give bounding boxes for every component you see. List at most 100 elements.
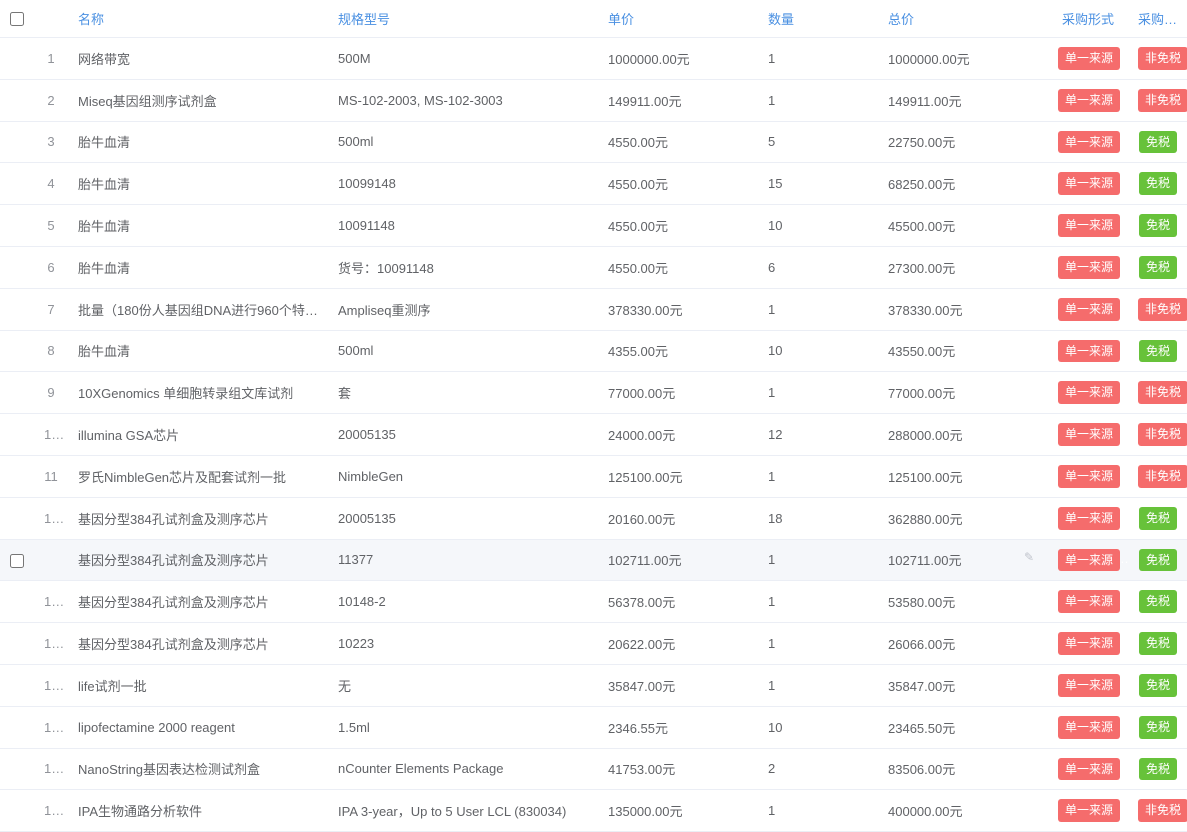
table-row[interactable]: 18NanoString基因表达检测试剂盒nCounter Elements P… <box>0 748 1187 790</box>
table-row[interactable]: 17lipofectamine 2000 reagent1.5ml2346.55… <box>0 706 1187 748</box>
table-row[interactable]: 2Miseq基因组测序试剂盒MS-102-2003, MS-102-300314… <box>0 79 1187 121</box>
cell-procurement-source: 非免税 <box>1128 79 1187 121</box>
cell-procurement-form: 单一来源 <box>1048 664 1128 706</box>
badge-exempt[interactable]: 免税 <box>1139 674 1177 697</box>
badge-single-source[interactable]: 单一来源 <box>1058 758 1120 781</box>
table-body: 1网络带宽500M1000000.00元11000000.00元单一来源非免税2… <box>0 38 1187 832</box>
row-index: 6 <box>34 246 68 288</box>
row-index: 9 <box>34 372 68 414</box>
table-row[interactable]: 16life试剂一批无35847.00元135847.00元单一来源免税 <box>0 664 1187 706</box>
row-checkbox-cell <box>0 330 34 372</box>
cell-procurement-form: 单一来源 <box>1048 497 1128 539</box>
table-row[interactable]: 4胎牛血清100991484550.00元1568250.00元单一来源免税 <box>0 163 1187 205</box>
row-checkbox-cell <box>0 38 34 80</box>
badge-single-source[interactable]: 单一来源 <box>1058 423 1120 446</box>
table-row[interactable]: 3胎牛血清500ml4550.00元522750.00元单一来源免税 <box>0 121 1187 163</box>
cell-spec: Ampliseq重测序 <box>328 288 598 330</box>
table-row[interactable]: 12基因分型384孔试剂盒及测序芯片2000513520160.00元18362… <box>0 497 1187 539</box>
badge-single-source[interactable]: 单一来源 <box>1058 172 1120 195</box>
cell-procurement-source: 免税 <box>1128 748 1187 790</box>
select-all-checkbox[interactable] <box>10 12 24 26</box>
badge-non-exempt[interactable]: 非免税 <box>1138 381 1187 404</box>
cell-price: 4550.00元 <box>598 246 758 288</box>
badge-exempt[interactable]: 免税 <box>1139 716 1177 739</box>
badge-single-source[interactable]: 单一来源 <box>1058 549 1120 572</box>
badge-single-source[interactable]: 单一来源 <box>1058 716 1120 739</box>
badge-exempt[interactable]: 免税 <box>1139 632 1177 655</box>
cell-name: 胎牛血清 <box>68 205 328 247</box>
table-row[interactable]: 15基因分型384孔试剂盒及测序芯片1022320622.00元126066.0… <box>0 623 1187 665</box>
badge-single-source[interactable]: 单一来源 <box>1058 89 1120 112</box>
cell-spec: 20005135 <box>328 497 598 539</box>
header-qty[interactable]: 数量 <box>758 0 878 38</box>
badge-single-source[interactable]: 单一来源 <box>1058 47 1120 70</box>
cell-qty: 10 <box>758 205 878 247</box>
cell-total: 53580.00元 <box>878 581 1048 623</box>
badge-single-source[interactable]: 单一来源 <box>1058 632 1120 655</box>
table-row[interactable]: 11罗氏NimbleGen芯片及配套试剂一批NimbleGen125100.00… <box>0 455 1187 497</box>
table-row[interactable]: 7批量（180份人基因组DNA进行960个特定...Ampliseq重测序378… <box>0 288 1187 330</box>
badge-single-source[interactable]: 单一来源 <box>1058 465 1120 488</box>
row-checkbox-cell <box>0 748 34 790</box>
cell-name: lipofectamine 2000 reagent <box>68 706 328 748</box>
badge-exempt[interactable]: 免税 <box>1139 549 1177 572</box>
badge-exempt[interactable]: 免税 <box>1139 172 1177 195</box>
header-total[interactable]: 总价 <box>878 0 1048 38</box>
table-row[interactable]: 910XGenomics 单细胞转录组文库试剂套77000.00元177000.… <box>0 372 1187 414</box>
table-row[interactable]: 基因分型384孔试剂盒及测序芯片11377102711.00元1102711.0… <box>0 539 1187 581</box>
badge-single-source[interactable]: 单一来源 <box>1058 381 1120 404</box>
header-form[interactable]: 采购形式 <box>1048 0 1128 38</box>
badge-single-source[interactable]: 单一来源 <box>1058 340 1120 363</box>
badge-single-source[interactable]: 单一来源 <box>1058 214 1120 237</box>
header-price[interactable]: 单价 <box>598 0 758 38</box>
badge-single-source[interactable]: 单一来源 <box>1058 507 1120 530</box>
cell-qty: 18 <box>758 497 878 539</box>
header-source[interactable]: 采购来源 <box>1128 0 1187 38</box>
badge-exempt[interactable]: 免税 <box>1139 340 1177 363</box>
badge-exempt[interactable]: 免税 <box>1139 507 1177 530</box>
row-checkbox-cell <box>0 79 34 121</box>
table-row[interactable]: 8胎牛血清500ml4355.00元1043550.00元单一来源免税 <box>0 330 1187 372</box>
badge-non-exempt[interactable]: 非免税 <box>1138 799 1187 822</box>
table-row[interactable]: 5胎牛血清100911484550.00元1045500.00元单一来源免税 <box>0 205 1187 247</box>
cell-spec: 500ml <box>328 121 598 163</box>
badge-single-source[interactable]: 单一来源 <box>1058 590 1120 613</box>
row-index: 16 <box>34 664 68 706</box>
badge-single-source[interactable]: 单一来源 <box>1058 131 1120 154</box>
cell-spec: MS-102-2003, MS-102-3003 <box>328 79 598 121</box>
row-checkbox-cell <box>0 455 34 497</box>
cell-total: 400000.00元 <box>878 790 1048 832</box>
cell-price: 4355.00元 <box>598 330 758 372</box>
badge-non-exempt[interactable]: 非免税 <box>1138 298 1187 321</box>
badge-non-exempt[interactable]: 非免税 <box>1138 89 1187 112</box>
table-row[interactable]: 19IPA生物通路分析软件IPA 3-year，Up to 5 User LCL… <box>0 790 1187 832</box>
row-checkbox[interactable] <box>10 554 24 568</box>
badge-exempt[interactable]: 免税 <box>1139 214 1177 237</box>
badge-exempt[interactable]: 免税 <box>1139 256 1177 279</box>
badge-non-exempt[interactable]: 非免税 <box>1138 423 1187 446</box>
row-index: 18 <box>34 748 68 790</box>
cell-price: 4550.00元 <box>598 205 758 247</box>
row-checkbox-cell <box>0 414 34 456</box>
table-row[interactable]: 14基因分型384孔试剂盒及测序芯片10148-256378.00元153580… <box>0 581 1187 623</box>
badge-non-exempt[interactable]: 非免税 <box>1138 47 1187 70</box>
badge-single-source[interactable]: 单一来源 <box>1058 674 1120 697</box>
table-row[interactable]: 10illumina GSA芯片2000513524000.00元1228800… <box>0 414 1187 456</box>
cell-qty: 1 <box>758 623 878 665</box>
badge-exempt[interactable]: 免税 <box>1139 758 1177 781</box>
badge-single-source[interactable]: 单一来源 <box>1058 799 1120 822</box>
table-row[interactable]: 6胎牛血清货号：100911484550.00元627300.00元单一来源免税 <box>0 246 1187 288</box>
badge-single-source[interactable]: 单一来源 <box>1058 298 1120 321</box>
cell-price: 135000.00元 <box>598 790 758 832</box>
badge-non-exempt[interactable]: 非免税 <box>1138 465 1187 488</box>
cell-spec: 10223 <box>328 623 598 665</box>
header-spec[interactable]: 规格型号 <box>328 0 598 38</box>
badge-single-source[interactable]: 单一来源 <box>1058 256 1120 279</box>
cell-procurement-form: 单一来源 <box>1048 38 1128 80</box>
badge-exempt[interactable]: 免税 <box>1139 131 1177 154</box>
header-name[interactable]: 名称 <box>68 0 328 38</box>
cell-name: 网络带宽 <box>68 38 328 80</box>
badge-exempt[interactable]: 免税 <box>1139 590 1177 613</box>
edit-icon[interactable]: ✎ <box>1024 550 1034 564</box>
table-row[interactable]: 1网络带宽500M1000000.00元11000000.00元单一来源非免税 <box>0 38 1187 80</box>
